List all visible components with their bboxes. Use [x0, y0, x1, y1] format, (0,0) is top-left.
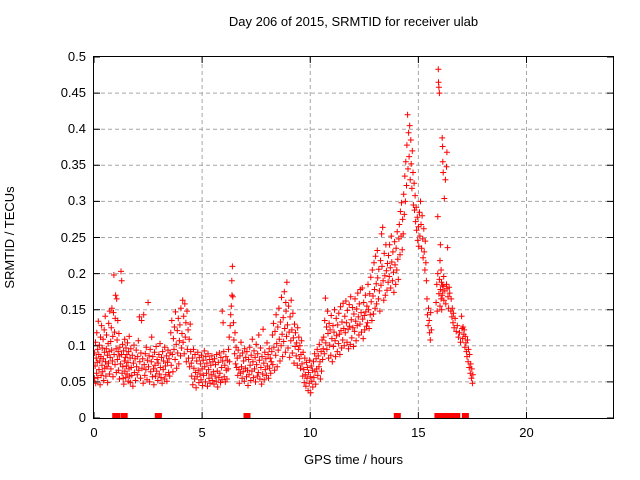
- y-tick-label: 0.25: [60, 229, 86, 245]
- zero-marker: [435, 413, 442, 418]
- y-tick-label: 0.35: [60, 157, 86, 173]
- y-tick-label: 0.15: [60, 301, 86, 317]
- y-tick-label: 0: [78, 410, 86, 425]
- x-tick-label: 20: [519, 425, 534, 440]
- zero-marker: [244, 413, 251, 418]
- x-axis-label: GPS time / hours: [304, 452, 403, 467]
- y-tick-label: 0.2: [67, 265, 86, 281]
- zero-marker: [114, 413, 121, 418]
- zero-marker: [442, 413, 449, 418]
- plot-area: [93, 56, 614, 419]
- y-tick-label: 0.4: [67, 121, 86, 137]
- x-tick-label: 15: [411, 425, 426, 440]
- zero-marker: [121, 413, 128, 418]
- y-tick-label: 0.05: [60, 373, 86, 389]
- zero-marker: [155, 413, 162, 418]
- x-tick-label: 5: [198, 425, 206, 440]
- zero-marker: [454, 413, 461, 418]
- scatter-points: [94, 66, 476, 396]
- x-tick-label: 10: [303, 425, 318, 440]
- chart-title: Day 206 of 2015, SRMTID for receiver ula…: [228, 14, 479, 29]
- zero-markers: [112, 413, 469, 418]
- axis-ticks: [94, 57, 613, 418]
- gridlines: [94, 57, 613, 418]
- y-tick-label: 0.5: [67, 49, 86, 64]
- zero-marker: [394, 413, 401, 418]
- y-tick-label: 0.3: [67, 193, 86, 209]
- y-tick-label: 0.1: [67, 337, 86, 353]
- plot-canvas: [94, 57, 613, 418]
- zero-marker: [462, 413, 469, 418]
- y-tick-label: 0.45: [60, 85, 86, 101]
- x-tick-label: 0: [90, 425, 98, 440]
